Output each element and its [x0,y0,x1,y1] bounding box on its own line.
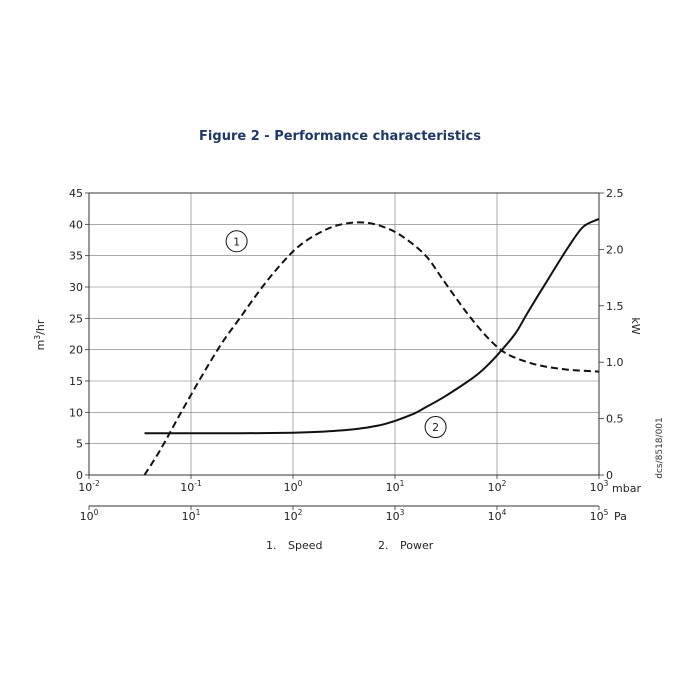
x-bottom-tick-label: 103 [386,508,405,523]
legend-item-1-label: Speed [288,539,322,552]
x-bottom-tick-label: 100 [80,508,99,523]
series-2-power-line [144,217,600,435]
y-axis-right-label: kW [629,317,642,334]
x-top-tick-label: 103 [590,479,609,494]
legend-item-2-label: Power [400,539,434,552]
x-top-tick-label: 10-2 [78,479,100,494]
series-1-speed-line [143,221,600,476]
y-left-tick-label: 40 [69,218,83,231]
plot-frame [85,192,604,510]
y-right-tick-label: 0.5 [606,413,624,426]
y-left-tick-label: 5 [76,438,83,451]
x-top-tick-label: 10-1 [180,479,202,494]
plot-area-border [88,192,600,476]
y-left-tick-label: 35 [69,250,83,263]
x-top-tick-label: 102 [488,479,507,494]
x-axis-bottom-unit: Pa [614,510,627,523]
y-left-tick-label: 15 [69,375,83,388]
y-right-tick-label: 0 [606,469,613,482]
y-right-tick-label: 2.5 [606,187,624,200]
y-right-tick-label: 2.0 [606,243,624,256]
x-top-tick-label: 101 [386,479,405,494]
legend-item-2-num: 2. [378,539,389,552]
y-left-tick-label: 30 [69,281,83,294]
x-bottom-tick-label: 105 [590,508,609,523]
curve-marker-1-label: 1 [233,235,240,248]
y-left-tick-label: 45 [69,187,83,200]
y-left-tick-label: 0 [76,469,83,482]
x-bottom-tick-label: 102 [284,508,303,523]
chart-title: Figure 2 - Performance characteristics [199,129,481,144]
series-group: 12 [143,217,600,476]
y-left-tick-label: 10 [69,406,83,419]
x-top-tick-label: 100 [284,479,303,494]
curve-marker-1-circle [225,230,248,253]
curve-marker-2-circle [424,416,447,439]
legend-item-1-num: 1. [266,539,277,552]
y-right-tick-label: 1.5 [606,300,624,313]
x-axis-top-unit: mbar [612,482,641,495]
y-right-tick-label: 1.0 [606,356,624,369]
y-left-tick-label: 25 [69,312,83,325]
y-axis-left-label: m3/hr [33,319,47,350]
x-bottom-tick-label: 101 [182,508,201,523]
curve-marker-2-label: 2 [432,421,439,434]
y-left-tick-label: 20 [69,344,83,357]
legend: 1. Speed 2. Power [266,539,434,552]
document-reference: dcs/8518/001 [655,417,665,479]
tick-labels: 0 5 10 15 20 25 30 35 40 45 0 0.5 1.0 1.5 2.0 2.5 10-2 10… [69,187,624,523]
x-bottom-tick-label: 104 [488,508,507,523]
